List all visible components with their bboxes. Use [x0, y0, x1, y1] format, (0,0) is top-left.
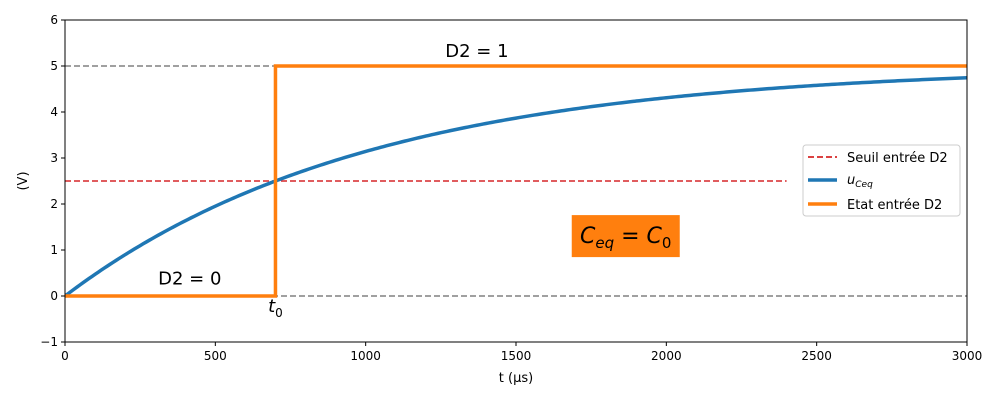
y-tick-label: 2: [50, 197, 58, 211]
ceq-main: C: [580, 224, 596, 249]
annotation-t0-main: t: [268, 296, 276, 317]
plot-area: [65, 64, 967, 298]
legend-label-uceq-main: u: [847, 173, 855, 188]
ceq-annotation-text: Ceq = C0: [580, 224, 671, 252]
ceq-annotation-box: [571, 215, 680, 258]
x-tick-label: 1000: [350, 349, 381, 363]
y-tick-label: 0: [50, 289, 58, 303]
x-tick-label: 3000: [952, 349, 983, 363]
y-tick-label: 4: [50, 105, 58, 119]
ceq-sub2: 0: [662, 234, 672, 252]
x-tick-label: 1500: [501, 349, 532, 363]
legend-label-state: Etat entrée D2: [847, 198, 942, 213]
ceq-main2: C: [647, 224, 663, 249]
x-tick-label: 2500: [801, 349, 832, 363]
y-tick-label: 1: [50, 243, 58, 257]
x-axis-label: t (µs): [499, 371, 533, 386]
ceq-sub: eq: [595, 234, 614, 252]
x-tick-label: 500: [204, 349, 227, 363]
series-state: [65, 64, 967, 298]
x-tick-label: 0: [61, 349, 69, 363]
x-tick-label: 2000: [651, 349, 682, 363]
y-tick-label: −1: [40, 335, 58, 349]
y-tick-label: 5: [50, 59, 58, 73]
y-tick-label: 6: [50, 13, 58, 27]
series-uceq: [65, 76, 967, 298]
annotation-t0-sub: 0: [275, 306, 283, 320]
y-tick-label: 3: [50, 151, 58, 165]
legend-label-threshold: Seuil entrée D2: [847, 151, 948, 166]
annotation-t0: t0: [268, 296, 283, 320]
y-axis-label: (V): [16, 171, 31, 190]
legend: Seuil entrée D2 uCeq Etat entrée D2: [802, 144, 961, 217]
legend-label-uceq: uCeq: [847, 173, 873, 190]
annotation-d2-high: D2 = 1: [445, 41, 508, 62]
legend-label-uceq-sub: Ceq: [855, 180, 873, 190]
legend-frame: [802, 144, 961, 217]
annotation-d2-low: D2 = 0: [158, 269, 221, 290]
ceq-eq: =: [614, 224, 646, 249]
